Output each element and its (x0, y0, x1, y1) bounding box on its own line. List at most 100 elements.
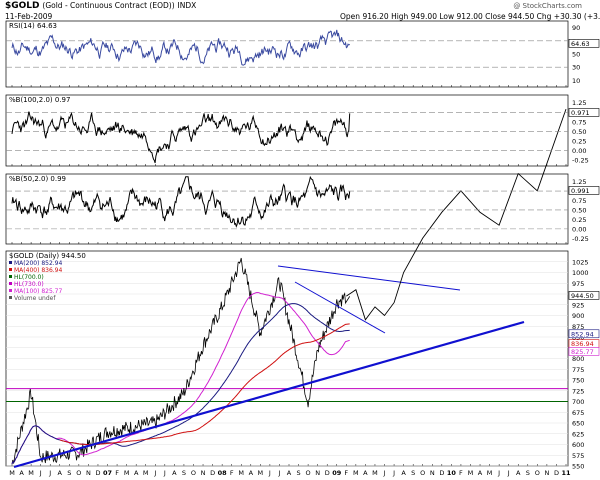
pctb50-tick-label: 0.50 (572, 206, 586, 214)
price-tick-label: 900 (572, 312, 584, 320)
x-tick-label: A (134, 469, 139, 477)
x-tick-label: D (439, 469, 444, 477)
x-tick-label: N (544, 469, 549, 477)
low-value: 912.00 (456, 12, 483, 21)
legend-swatch (9, 282, 12, 285)
pctb50-tag-box (568, 186, 600, 195)
high-label: High (391, 12, 409, 21)
chg-value: +30.30 (+3.31%) (553, 12, 600, 21)
x-tick-label: S (296, 469, 300, 477)
legend-entry: MA(100) 825.77 (14, 288, 62, 295)
x-tick-label: 08 (218, 469, 228, 477)
x-tick-label: 11 (561, 469, 571, 477)
x-tick-label: F (115, 469, 119, 477)
x-tick-label: O (535, 469, 540, 477)
rsi-panel-label: RSI(14) 64.63 (9, 22, 57, 30)
legend-swatch (9, 261, 12, 264)
pctb50-tick-label: 0.00 (572, 225, 586, 233)
ma100-tag: 825.77 (571, 348, 594, 356)
x-tick-label: F (230, 469, 234, 477)
legend-entry: HL(730.0) (14, 281, 44, 288)
legend-swatch (9, 296, 12, 299)
x-tick-label: J (153, 469, 156, 477)
price-tick-label: 1000 (572, 269, 589, 277)
pctb100-tick-label: 0.00 (572, 147, 586, 155)
pctb100-tick-label: 0.25 (572, 138, 586, 146)
instrument-name: (Gold - Continuous Contract (EOD)) (42, 1, 175, 10)
price-tick-label: 750 (572, 377, 584, 385)
open-value: 916.20 (362, 12, 389, 21)
close-value: 944.50 (508, 12, 535, 21)
x-tick-label: A (516, 469, 521, 477)
high-value: 949.00 (410, 12, 437, 21)
rsi-tick-label: 50 (572, 51, 580, 59)
x-tick-label: J (497, 469, 500, 477)
x-tick-label: A (249, 469, 254, 477)
price-tick-label: 800 (572, 355, 584, 363)
panel-frame-b100 (5, 94, 569, 167)
x-tick-label: S (67, 469, 71, 477)
chg-label: Chg (536, 12, 552, 21)
x-tick-label: D (95, 469, 100, 477)
price-tick-label: 675 (572, 409, 584, 417)
price-tick-label: 875 (572, 323, 584, 331)
pctb100-tick-label: 0.50 (572, 128, 586, 136)
x-tick-label: A (401, 469, 406, 477)
pctb100-panel-label: %B(100,2.0) 0.97 (9, 96, 70, 104)
pctb100-tick-label: -0.25 (572, 157, 589, 165)
trend-line-resistance (277, 265, 461, 291)
low-label: Low (439, 12, 455, 21)
price-tick-label: 625 (572, 430, 584, 438)
price-tick-label: 550 (572, 463, 584, 471)
close-label: Close (485, 12, 506, 21)
x-tick-label: N (430, 469, 435, 477)
x-tick-label: 09 (332, 469, 342, 477)
x-tick-label: J (392, 469, 395, 477)
pctb50-tick-label: 1.25 (572, 178, 586, 186)
x-tick-label: 07 (103, 469, 112, 477)
price-tick-label: 575 (572, 452, 584, 460)
x-tick-label: M (143, 469, 149, 477)
price-tick-label: 1025 (572, 258, 589, 266)
x-tick-label: S (182, 469, 186, 477)
legend-entry: MA(200) 852.94 (14, 260, 62, 267)
close-tag: 944.50 (571, 292, 594, 300)
panel-frame-b50 (5, 173, 569, 245)
x-tick-label: J (39, 469, 42, 477)
close-tag-box (568, 291, 600, 300)
x-tick-label: M (9, 469, 15, 477)
open-label: Open (340, 12, 361, 21)
x-tick-label: 10 (447, 469, 457, 477)
ma400-tag: 836.94 (571, 340, 594, 348)
pctb50-tag: 0.991 (571, 187, 590, 195)
rsi-tag: 64.63 (571, 40, 590, 48)
x-tick-label: A (58, 469, 63, 477)
price-tick-label: 775 (572, 366, 584, 374)
x-tick-label: O (191, 469, 196, 477)
x-tick-label: D (325, 469, 330, 477)
x-tick-label: M (124, 469, 130, 477)
x-tick-label: M (353, 469, 359, 477)
legend-entry: HL(700.0) (14, 274, 44, 281)
pctb50-tick-label: -0.25 (572, 235, 589, 243)
legend-entry: MA(400) 836.94 (14, 267, 62, 274)
pctb100-tick-label: 1.25 (572, 99, 586, 107)
x-tick-label: F (344, 469, 348, 477)
pctb50-tick-label: 0.75 (572, 197, 586, 205)
ohlc-readout: Open 916.20 High 949.00 Low 912.00 Close… (340, 12, 600, 21)
price-tick-label: 925 (572, 301, 584, 309)
price-tick-label: 650 (572, 420, 584, 428)
panel-frame-rsi (5, 20, 569, 88)
x-tick-label: F (459, 469, 463, 477)
ma200-tag: 852.94 (571, 330, 594, 338)
trend-line-channel (294, 281, 386, 334)
pctb50-tick-label: 0.25 (572, 216, 586, 224)
legend-swatch (9, 289, 12, 292)
price-tick-label: 975 (572, 280, 584, 288)
price-tick-label: 600 (572, 441, 584, 449)
x-tick-label: S (526, 469, 530, 477)
x-tick-label: M (468, 469, 474, 477)
chart-title: $GOLD (Gold - Continuous Contract (EOD))… (5, 1, 196, 11)
